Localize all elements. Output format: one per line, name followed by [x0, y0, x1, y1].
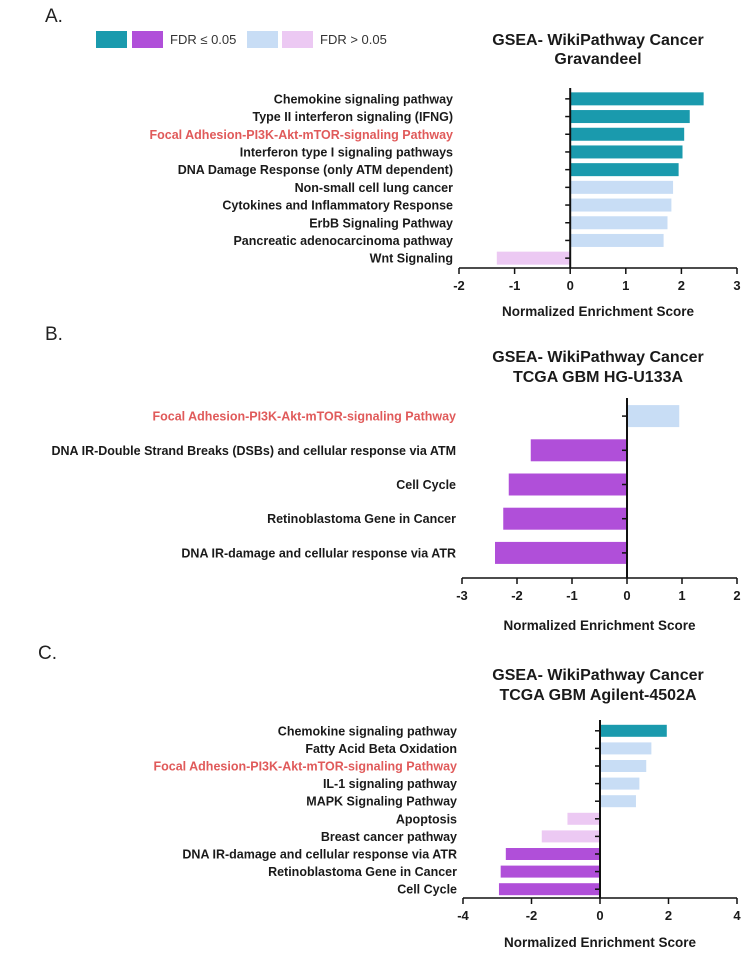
bar	[600, 742, 652, 755]
x-tick-label: -4	[457, 908, 469, 923]
category-label: Cell Cycle	[397, 883, 457, 897]
x-axis-label: Normalized Enrichment Score	[502, 304, 695, 319]
chart-panel-1: A. GSEA- WikiPathway Cancer Gravandeel Chem…	[45, 6, 741, 319]
category-label: Fatty Acid Beta Oxidation	[305, 742, 457, 756]
category-label: Interferon type I signaling pathways	[240, 145, 453, 159]
category-label: Non-small cell lung cancer	[295, 181, 454, 195]
panels: A. GSEA- WikiPathway Cancer Gravandeel Chem…	[38, 6, 741, 950]
legend-sig-label: FDR ≤ 0.05	[170, 32, 236, 47]
category-label-highlight: Focal Adhesion-PI3K-Akt-mTOR-signaling P…	[149, 128, 453, 142]
bar	[570, 145, 683, 159]
x-tick-label: 0	[596, 908, 603, 923]
category-label: Chemokine signaling pathway	[278, 724, 457, 738]
category-label-highlight: Focal Adhesion-PI3K-Akt-mTOR-signaling P…	[153, 760, 457, 774]
chart-title: GSEA- WikiPathway Cancer	[492, 32, 703, 49]
x-tick-label: -1	[509, 278, 521, 293]
panel-letter: B.	[45, 324, 63, 345]
chart-subtitle: TCGA GBM HG-U133A	[513, 369, 684, 386]
x-tick-label: 4	[733, 908, 741, 923]
bar	[570, 127, 685, 141]
category-label: Breast cancer pathway	[321, 830, 457, 844]
chart-subtitle: TCGA GBM Agilent-4502A	[499, 687, 697, 704]
bar	[498, 883, 600, 896]
bar	[500, 865, 600, 878]
bar	[495, 541, 627, 564]
x-tick-label: 1	[622, 278, 629, 293]
bar	[541, 830, 600, 843]
chart-panel-2: B. GSEA- WikiPathway Cancer TCGA GBM HG-U1…	[45, 324, 741, 633]
bar	[570, 180, 674, 194]
chart-panel-3: C. GSEA- WikiPathway Cancer TCGA GBM Agile…	[38, 643, 741, 950]
bar	[600, 777, 640, 790]
x-tick-label: 3	[733, 278, 740, 293]
category-label: Apoptosis	[396, 812, 457, 826]
chart-subtitle: Gravandeel	[554, 51, 641, 68]
x-tick-label: 2	[678, 278, 685, 293]
legend-swatch-down-sig	[132, 31, 163, 48]
x-axis-label: Normalized Enrichment Score	[503, 618, 696, 633]
category-label: DNA IR-Double Strand Breaks (DSBs) and c…	[52, 444, 457, 458]
bar	[503, 507, 627, 530]
bar	[600, 724, 667, 737]
bar	[496, 251, 571, 265]
bar	[570, 216, 668, 230]
category-label: DNA IR-damage and cellular response via …	[181, 546, 456, 560]
x-tick-label: 2	[665, 908, 672, 923]
bar	[567, 812, 600, 825]
category-label: DNA IR-damage and cellular response via …	[182, 848, 457, 862]
legend-swatch-down-nonsig	[282, 31, 313, 48]
category-label: Type II interferon signaling (IFNG)	[253, 110, 453, 124]
category-label: MAPK Signaling Pathway	[306, 795, 457, 809]
x-tick-label: 0	[567, 278, 574, 293]
category-label: ErbB Signaling Pathway	[309, 216, 453, 230]
bar	[508, 473, 627, 496]
bar	[530, 439, 627, 462]
bar	[570, 163, 679, 177]
x-tick-label: -1	[566, 588, 578, 603]
panel-letter: C.	[38, 643, 57, 664]
bar	[505, 848, 600, 860]
legend: FDR ≤ 0.05 FDR > 0.05	[96, 31, 387, 48]
bar	[570, 92, 704, 106]
x-tick-label: -2	[526, 908, 538, 923]
category-label: Wnt Signaling	[370, 252, 453, 266]
chart-title: GSEA- WikiPathway Cancer	[492, 349, 703, 366]
x-tick-label: 0	[623, 588, 630, 603]
x-tick-label: 1	[678, 588, 685, 603]
panel-letter: A.	[45, 6, 63, 27]
bar	[570, 110, 690, 124]
bar	[600, 760, 647, 772]
legend-swatch-up-sig	[96, 31, 127, 48]
bar	[570, 233, 664, 247]
x-axis-label: Normalized Enrichment Score	[504, 935, 697, 950]
category-label: Cell Cycle	[396, 478, 456, 492]
x-tick-label: -3	[456, 588, 468, 603]
category-label: Retinoblastoma Gene in Cancer	[267, 512, 456, 526]
category-label: IL-1 signaling pathway	[323, 777, 457, 791]
category-label: Retinoblastoma Gene in Cancer	[268, 865, 457, 879]
category-label-highlight: Focal Adhesion-PI3K-Akt-mTOR-signaling P…	[152, 410, 456, 424]
bar	[627, 405, 680, 428]
category-label: Cytokines and Inflammatory Response	[222, 199, 453, 213]
category-label: DNA Damage Response (only ATM dependent)	[178, 163, 453, 177]
category-label: Pancreatic adenocarcinoma pathway	[233, 234, 453, 248]
x-tick-label: 2	[733, 588, 740, 603]
x-tick-label: -2	[453, 278, 465, 293]
chart-title: GSEA- WikiPathway Cancer	[492, 667, 703, 684]
category-label: Chemokine signaling pathway	[274, 92, 453, 106]
bar	[600, 795, 636, 808]
legend-swatch-up-nonsig	[247, 31, 278, 48]
x-tick-label: -2	[511, 588, 523, 603]
legend-nonsig-label: FDR > 0.05	[320, 32, 387, 47]
bar	[570, 198, 672, 212]
